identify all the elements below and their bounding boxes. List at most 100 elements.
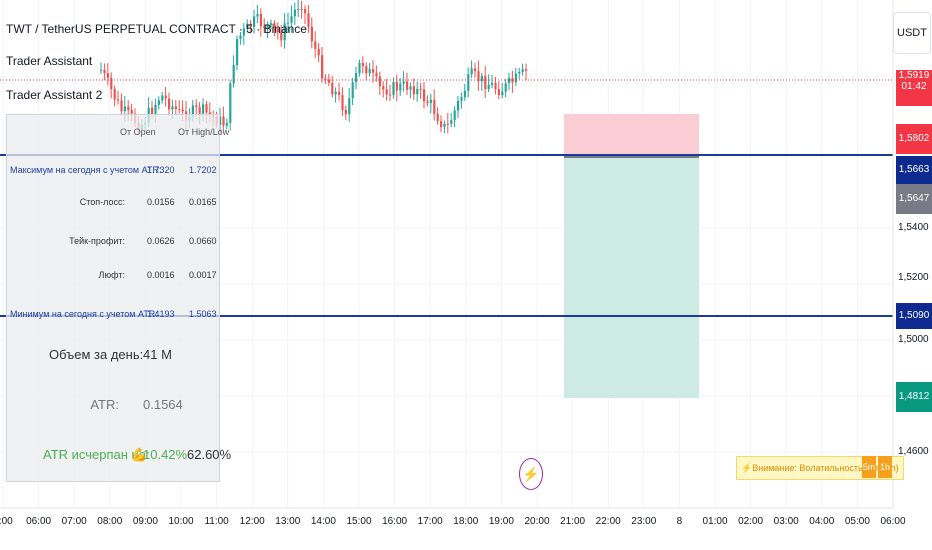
candle-body xyxy=(103,69,106,74)
price-tick: 1,5000 xyxy=(898,334,929,345)
candle-body xyxy=(127,106,130,111)
candle-body xyxy=(419,88,422,90)
candle-body xyxy=(501,91,504,96)
atr-label: ATR: xyxy=(90,397,119,412)
candle-body xyxy=(477,71,480,82)
timeframe-5m[interactable]: 5m xyxy=(862,456,876,478)
candle-body xyxy=(256,13,259,17)
candle-body xyxy=(351,82,354,99)
candle-body xyxy=(399,83,402,91)
row-value-high-low: 1.5063 xyxy=(189,309,217,319)
price-tick: 1,5200 xyxy=(898,272,929,283)
candle-body xyxy=(355,73,358,83)
candle-body xyxy=(236,38,239,66)
price-label-current: 1,5919 01:42 xyxy=(896,70,932,106)
candle-body xyxy=(106,73,109,78)
trader-assistant-panel: От Open От High/Low Максимум на сегодня … xyxy=(6,114,231,482)
timeframe-1h[interactable]: 1h xyxy=(878,456,892,478)
candle-body xyxy=(181,109,184,112)
row-value-high-low: 0.0165 xyxy=(189,197,217,207)
time-tick: 06:00 xyxy=(880,516,906,527)
candle-body xyxy=(372,69,375,73)
candle-body xyxy=(429,99,432,103)
candle-body xyxy=(474,68,477,72)
currency-unit-button[interactable]: USDT xyxy=(893,12,931,54)
candle-body xyxy=(293,9,296,17)
chart-title[interactable]: TWT / TetherUS PERPETUAL CONTRACT · 5 · … xyxy=(6,22,307,36)
row-value-open: 0.0156 xyxy=(147,197,175,207)
time-tick: 07:00 xyxy=(61,516,87,527)
candle-body xyxy=(338,91,341,96)
candle-body xyxy=(375,72,378,77)
candle-body xyxy=(110,77,113,90)
candle-body xyxy=(198,107,201,114)
candle-body xyxy=(514,73,517,83)
candle-body xyxy=(416,88,419,95)
candle-body xyxy=(480,75,483,82)
stop-loss-zone[interactable] xyxy=(564,114,699,158)
time-tick: 09:00 xyxy=(132,516,158,527)
candle-body xyxy=(446,123,449,125)
candle-body xyxy=(389,94,392,96)
candle-body xyxy=(171,106,174,110)
candle-body xyxy=(263,26,266,28)
candle-body xyxy=(361,62,364,67)
candle-body xyxy=(412,86,415,95)
time-tick: 5:00 xyxy=(0,516,13,527)
candle-body xyxy=(460,97,463,101)
candle-body xyxy=(327,79,330,83)
candle-body xyxy=(440,121,443,128)
candle-body xyxy=(195,105,198,108)
time-tick: 19:00 xyxy=(488,516,514,527)
candle-body xyxy=(341,95,344,110)
candle-body xyxy=(365,66,368,74)
candle-body xyxy=(426,101,429,103)
lightning-icon: ⚡ xyxy=(741,462,753,473)
candle-body xyxy=(423,89,426,102)
candle-body xyxy=(164,95,167,99)
price-tick: 1,4600 xyxy=(898,446,929,457)
candle-body xyxy=(154,104,157,114)
candle-body xyxy=(497,89,500,96)
candle-body xyxy=(487,84,490,90)
candle-body xyxy=(457,100,460,111)
row-value-high-low: 0.0660 xyxy=(189,236,217,246)
candle-body xyxy=(120,100,123,112)
candle-body xyxy=(249,23,252,28)
candle-body xyxy=(314,41,317,49)
warning-text: Внимание: Волатильность (5m, 1h) xyxy=(752,463,899,473)
time-tick: 20:00 xyxy=(524,516,550,527)
indicator-trader-assistant-2[interactable]: Trader Assistant 2 xyxy=(6,88,103,102)
time-tick: 12:00 xyxy=(239,516,265,527)
candle-body xyxy=(283,23,286,41)
lightning-icon[interactable]: ⚡ xyxy=(519,458,543,490)
take-profit-zone[interactable] xyxy=(564,158,699,398)
candle-body xyxy=(443,123,446,128)
candle-body xyxy=(191,105,194,117)
candle-body xyxy=(344,109,347,115)
candle-body xyxy=(518,72,521,74)
candle-body xyxy=(331,82,334,95)
time-tick: 06:00 xyxy=(26,516,52,527)
time-tick: 21:00 xyxy=(560,516,586,527)
time-tick: 04:00 xyxy=(809,516,835,527)
time-tick: 10:00 xyxy=(168,516,194,527)
row-value-high-low: 0.0017 xyxy=(189,270,217,280)
time-tick: 16:00 xyxy=(382,516,408,527)
candle-body xyxy=(168,98,171,110)
price-label-entry: 1,5647 xyxy=(896,184,932,214)
time-tick: 13:00 xyxy=(275,516,301,527)
time-tick: 18:00 xyxy=(453,516,479,527)
candle-body xyxy=(409,86,412,90)
candle-body xyxy=(450,120,453,124)
row-label: Максимум на сегодня с учетом ATR: xyxy=(10,165,162,175)
indicator-trader-assistant[interactable]: Trader Assistant xyxy=(6,54,93,68)
time-tick: 14:00 xyxy=(310,516,336,527)
candle-body xyxy=(174,106,177,110)
atr-used-value-2: 62.60% xyxy=(187,447,232,462)
candle-body xyxy=(511,78,514,83)
candle-body xyxy=(467,74,470,91)
candle-body xyxy=(239,35,242,39)
candle-body xyxy=(273,23,276,29)
